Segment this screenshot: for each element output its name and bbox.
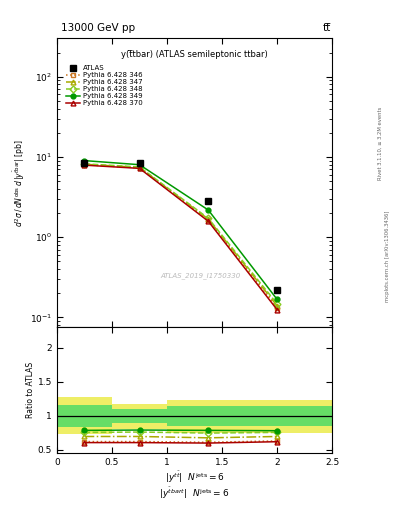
ATLAS	[275, 287, 279, 293]
Line: Pythia 6.428 348: Pythia 6.428 348	[82, 161, 279, 306]
Pythia 6.428 349	[275, 296, 279, 303]
Pythia 6.428 370	[82, 162, 87, 168]
ATLAS	[206, 198, 211, 204]
Pythia 6.428 348	[82, 161, 87, 167]
Line: Pythia 6.428 347: Pythia 6.428 347	[82, 162, 279, 308]
Pythia 6.428 370	[206, 218, 211, 224]
ATLAS	[82, 160, 87, 166]
Text: tt̅: tt̅	[323, 23, 331, 33]
ATLAS	[137, 160, 142, 166]
Line: Pythia 6.428 349: Pythia 6.428 349	[82, 158, 279, 302]
Text: $|y^{\bar{t}bar{t}}|$  $N^{\rm jets}=6$: $|y^{\bar{t}bar{t}}|$ $N^{\rm jets}=6$	[159, 485, 230, 501]
Pythia 6.428 347	[137, 164, 142, 170]
Pythia 6.428 349	[82, 158, 87, 164]
Pythia 6.428 348	[137, 164, 142, 170]
Pythia 6.428 348	[206, 215, 211, 221]
Pythia 6.428 370	[275, 307, 279, 313]
Text: 13000 GeV pp: 13000 GeV pp	[61, 23, 135, 33]
Text: y(t̅tbar) (ATLAS semileptonic ttbar): y(t̅tbar) (ATLAS semileptonic ttbar)	[121, 50, 268, 59]
Pythia 6.428 349	[206, 207, 211, 213]
Pythia 6.428 346	[206, 217, 211, 223]
Text: ATLAS_2019_I1750330: ATLAS_2019_I1750330	[160, 272, 240, 279]
Text: Rivet 3.1.10, ≥ 3.2M events: Rivet 3.1.10, ≥ 3.2M events	[378, 106, 383, 180]
Line: Pythia 6.428 346: Pythia 6.428 346	[82, 162, 279, 310]
Text: mcplots.cern.ch [arXiv:1306.3436]: mcplots.cern.ch [arXiv:1306.3436]	[385, 210, 389, 302]
Line: Pythia 6.428 370: Pythia 6.428 370	[82, 163, 279, 312]
Line: ATLAS: ATLAS	[81, 159, 281, 293]
Pythia 6.428 347	[206, 216, 211, 222]
Pythia 6.428 347	[275, 303, 279, 309]
Y-axis label: $d^2\sigma\,/\,dN^{\rm obs}\,d\,|y^{\bar{t}{\rm bar}}|$ [pb]: $d^2\sigma\,/\,dN^{\rm obs}\,d\,|y^{\bar…	[11, 139, 27, 227]
Legend: ATLAS, Pythia 6.428 346, Pythia 6.428 347, Pythia 6.428 348, Pythia 6.428 349, P: ATLAS, Pythia 6.428 346, Pythia 6.428 34…	[66, 65, 142, 106]
Pythia 6.428 346	[275, 305, 279, 311]
Pythia 6.428 347	[82, 161, 87, 167]
Pythia 6.428 348	[275, 301, 279, 307]
Pythia 6.428 346	[137, 165, 142, 171]
X-axis label: $|y^{t\bar{t}}|$  $N^{\rm jets} = 6$: $|y^{t\bar{t}}|$ $N^{\rm jets} = 6$	[165, 470, 224, 485]
Pythia 6.428 349	[137, 162, 142, 168]
Pythia 6.428 346	[82, 162, 87, 168]
Y-axis label: Ratio to ATLAS: Ratio to ATLAS	[26, 362, 35, 418]
Pythia 6.428 370	[137, 165, 142, 172]
